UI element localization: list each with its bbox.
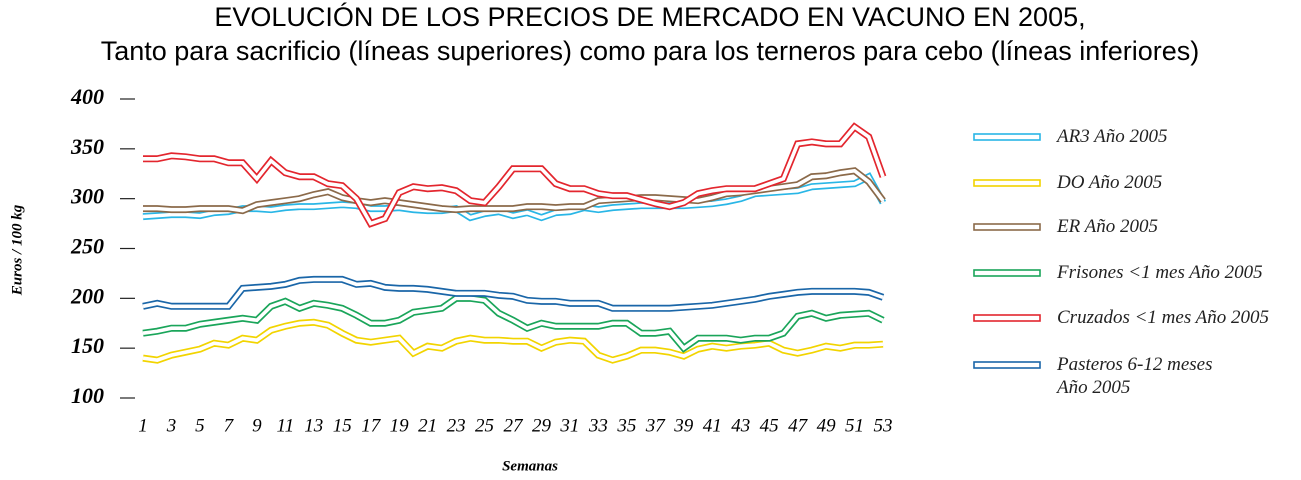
- x-tick-label: 37: [645, 415, 667, 436]
- x-tick-label: 1: [138, 415, 148, 436]
- x-tick-label: 7: [224, 415, 235, 436]
- x-tick-label: 35: [616, 415, 636, 436]
- y-tick-label: 150: [71, 333, 104, 358]
- legend-label: Frisones <1 mes Año 2005: [1057, 262, 1263, 283]
- chart-title: EVOLUCIÓN DE LOS PRECIOS DE MERCADO EN V…: [214, 1, 1085, 32]
- x-tick-label: 3: [166, 415, 177, 436]
- x-tick-label: 49: [817, 415, 837, 436]
- series-line-inner: [142, 320, 884, 363]
- series-line-inner: [143, 124, 885, 226]
- legend-label: AR3 Año 2005: [1057, 126, 1168, 147]
- y-tick-label: 250: [70, 234, 104, 259]
- legend-swatch: [973, 269, 1041, 277]
- x-tick-label: 21: [418, 415, 437, 436]
- x-tick-label: 41: [703, 415, 722, 436]
- x-tick-label: 25: [475, 415, 494, 436]
- x-tick-label: 5: [195, 415, 205, 436]
- series-line-inner: [142, 296, 884, 351]
- x-tick-label: 31: [559, 415, 579, 436]
- y-axis-label: Euros / 100 kg: [9, 204, 25, 296]
- x-tick-label: 15: [333, 415, 352, 436]
- y-tick-label: 350: [70, 134, 104, 159]
- legend-label: Cruzados <1 mes Año 2005: [1057, 307, 1269, 328]
- legend-swatch: [973, 223, 1041, 231]
- y-tick-label: 200: [70, 283, 104, 308]
- x-tick-label: 47: [788, 415, 809, 436]
- x-tick-label: 19: [390, 415, 410, 436]
- series-line-inner: [142, 277, 884, 311]
- legend-label: DO Año 2005: [1057, 172, 1163, 193]
- legend-swatch: [973, 133, 1041, 141]
- legend-label: ER Año 2005: [1057, 216, 1158, 237]
- legend-label: Pasteros 6-12 meses Año 2005: [1057, 354, 1213, 398]
- y-tick-label: 400: [70, 84, 104, 109]
- y-tick-label: 100: [71, 383, 104, 408]
- series-line: [142, 275, 885, 312]
- legend-swatch: [973, 361, 1041, 369]
- x-axis-label: Semanas: [502, 458, 558, 474]
- x-tick-label: 27: [504, 415, 525, 436]
- y-tick-label: 300: [70, 184, 104, 209]
- x-tick-label: 11: [277, 415, 295, 436]
- x-tick-label: 13: [304, 415, 323, 436]
- x-tick-label: 23: [447, 415, 466, 436]
- x-tick-label: 29: [532, 415, 552, 436]
- x-tick-label: 45: [760, 415, 779, 436]
- x-tick-label: 33: [588, 415, 608, 436]
- chart-subtitle: Tanto para sacrificio (líneas superiores…: [101, 36, 1200, 66]
- x-tick-label: 51: [845, 415, 864, 436]
- x-tick-label: 53: [874, 415, 893, 436]
- x-tick-label: 17: [361, 415, 382, 436]
- x-tick-label: 43: [731, 415, 750, 436]
- x-tick-label: 39: [673, 415, 694, 436]
- legend-swatch: [973, 314, 1041, 322]
- x-tick-label: 9: [252, 415, 262, 436]
- legend-swatch: [973, 179, 1041, 187]
